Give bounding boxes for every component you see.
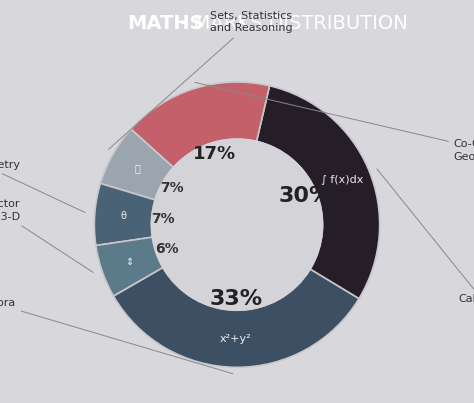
- Text: θ: θ: [120, 211, 126, 221]
- Wedge shape: [256, 86, 380, 299]
- Text: 7%: 7%: [151, 212, 175, 226]
- Wedge shape: [94, 183, 155, 245]
- Text: x²+y²: x²+y²: [220, 334, 252, 344]
- Wedge shape: [113, 268, 359, 367]
- Text: 17%: 17%: [193, 145, 237, 163]
- Text: 30%: 30%: [279, 186, 332, 206]
- Text: Vector
and 3-D: Vector and 3-D: [0, 199, 93, 272]
- Text: Algebra: Algebra: [0, 298, 233, 374]
- Text: 6%: 6%: [155, 242, 179, 256]
- Circle shape: [151, 139, 323, 310]
- Text: Trigonometry: Trigonometry: [0, 160, 85, 212]
- Text: ∫ f(x)dx: ∫ f(x)dx: [321, 175, 364, 185]
- Text: MATHS: MATHS: [127, 14, 204, 33]
- Text: 33%: 33%: [210, 289, 263, 309]
- Text: - MARKS DISTRIBUTION: - MARKS DISTRIBUTION: [174, 14, 408, 33]
- Wedge shape: [131, 82, 270, 167]
- Text: ⇕: ⇕: [125, 257, 133, 267]
- Text: Sets, Statistics
and Reasoning: Sets, Statistics and Reasoning: [109, 11, 292, 149]
- Wedge shape: [100, 129, 173, 200]
- Text: MATHS - MARKS DISTRIBUTION: MATHS - MARKS DISTRIBUTION: [86, 14, 388, 33]
- Text: 7%: 7%: [161, 181, 184, 195]
- Text: Calculus: Calculus: [377, 169, 474, 304]
- Text: Co-Ordinate
Geometry: Co-Ordinate Geometry: [195, 82, 474, 162]
- Wedge shape: [96, 237, 163, 296]
- Text: ⧉: ⧉: [135, 164, 140, 174]
